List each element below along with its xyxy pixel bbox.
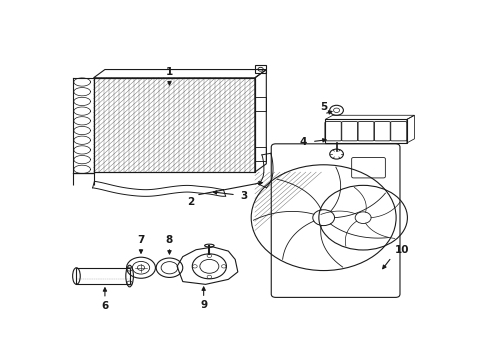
Text: 2: 2 xyxy=(187,197,194,207)
Text: 4: 4 xyxy=(299,137,307,147)
Bar xyxy=(325,120,407,143)
Text: 5: 5 xyxy=(320,102,328,112)
Text: 9: 9 xyxy=(200,301,207,310)
Text: 3: 3 xyxy=(241,191,248,201)
Text: 8: 8 xyxy=(166,235,173,245)
Text: 10: 10 xyxy=(394,245,409,255)
Text: 6: 6 xyxy=(101,301,109,311)
Text: 7: 7 xyxy=(137,235,145,245)
Text: 1: 1 xyxy=(166,67,173,77)
